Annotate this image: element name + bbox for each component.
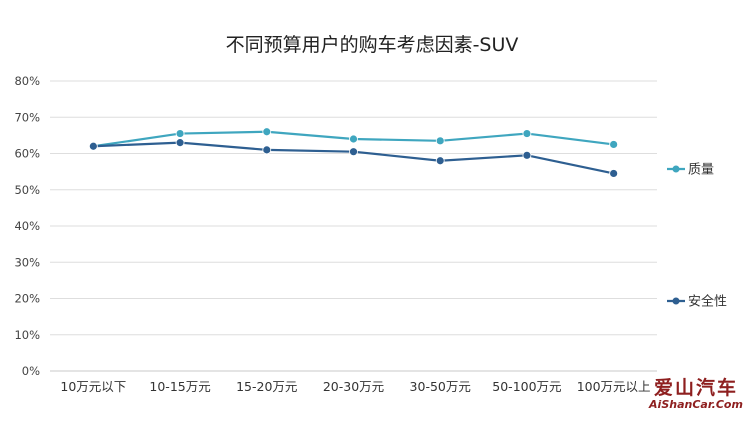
series-2 (88, 138, 619, 178)
legend-swatch-marker (672, 297, 680, 305)
data-point (175, 129, 185, 138)
y-axis-tick-labels: 0% 10% 20% 30% 40% 50% 60% 70% 80% (14, 74, 40, 378)
series-lines (88, 127, 619, 178)
x-tick-label: 50-100万元 (492, 379, 561, 394)
data-point (609, 140, 619, 149)
watermark-cn: 爱山汽车 (653, 377, 738, 399)
y-tick-label: 80% (14, 74, 40, 88)
x-tick-label: 20-30万元 (323, 379, 384, 394)
data-point (88, 141, 98, 151)
chart-title: 不同预算用户的购车考虑因素-SUV (225, 34, 519, 56)
data-point (522, 150, 532, 160)
data-point (262, 127, 272, 137)
y-tick-label: 60% (14, 147, 40, 161)
x-tick-label: 100万元以上 (577, 379, 651, 394)
y-tick-label: 40% (14, 219, 40, 233)
y-tick-label: 70% (14, 110, 40, 124)
data-point (349, 134, 358, 144)
legend-item: 质量 (667, 163, 714, 178)
data-point (349, 147, 358, 157)
gridlines (50, 80, 657, 372)
data-point (262, 145, 272, 155)
y-tick-label: 50% (14, 183, 40, 197)
legend-item: 安全性 (667, 294, 727, 310)
data-point (522, 129, 532, 138)
y-tick-label: 10% (14, 328, 40, 342)
watermark-en: AiShanCar.Com (649, 398, 743, 411)
series-line (93, 141, 614, 175)
x-axis-category-labels: 10万元以下 10-15万元 15-20万元 20-30万元 30-50万元 50-100… (60, 379, 650, 394)
x-tick-label: 10万元以下 (60, 379, 126, 394)
legend-label: 质量 (688, 163, 714, 178)
x-tick-label: 10-15万元 (149, 379, 210, 394)
legend-swatch-marker (672, 165, 680, 173)
legend-label: 安全性 (688, 294, 727, 310)
watermark-logo: 爱山汽车 AiShanCar.Com (648, 378, 744, 412)
data-point (435, 156, 445, 166)
x-tick-label: 15-20万元 (236, 379, 297, 394)
data-point (435, 136, 445, 146)
series-1 (88, 127, 619, 151)
y-tick-label: 30% (14, 255, 40, 269)
y-tick-label: 20% (14, 292, 40, 306)
x-tick-label: 30-50万元 (410, 379, 471, 394)
data-point (175, 138, 185, 148)
data-point (609, 169, 619, 178)
y-tick-label: 0% (22, 364, 40, 378)
